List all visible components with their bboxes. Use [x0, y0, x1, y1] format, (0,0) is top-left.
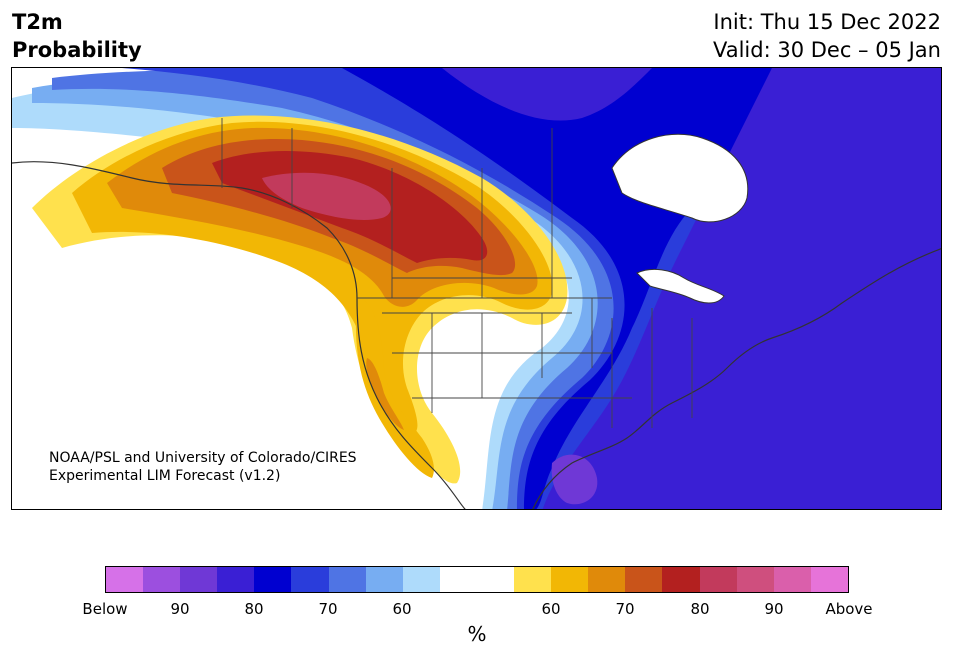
- warm-zone-85: [262, 172, 391, 220]
- colorbar-below-segment-6: [328, 567, 366, 592]
- colorbar-above-segment-2: [588, 567, 626, 592]
- colorbar-below-segment-7: [365, 567, 403, 592]
- tick-above-70: 70: [615, 600, 635, 618]
- tick-above-90: 90: [764, 600, 784, 618]
- variable-label: T2m: [12, 10, 63, 34]
- credit-line-1: NOAA/PSL and University of Colorado/CIRE…: [49, 450, 357, 466]
- init-date: Init: Thu 15 Dec 2022: [713, 10, 941, 34]
- colorbar-below-segment-4: [254, 567, 292, 592]
- tick-below-70: 70: [318, 600, 338, 618]
- cold-zone-90: [542, 68, 941, 509]
- colorbar-below-segment-2: [180, 567, 218, 592]
- cold-zone-90-north: [442, 68, 652, 121]
- tick-below-80: 80: [244, 600, 264, 618]
- colorbar-unit: %: [467, 622, 487, 646]
- tick-above-60: 60: [541, 600, 561, 618]
- colorbar-neutral-segment: [439, 567, 515, 592]
- credit-line-2: Experimental LIM Forecast (v1.2): [49, 468, 281, 484]
- colorbar-below-segment-5: [291, 567, 329, 592]
- colorbar-below-segment-1: [143, 567, 181, 592]
- political-borders: [221, 118, 693, 428]
- tick-above: Above: [825, 600, 873, 618]
- colorbar-above-segment-4: [662, 567, 700, 592]
- valid-date: Valid: 30 Dec – 05 Jan: [712, 38, 941, 62]
- great-lakes: [636, 268, 725, 304]
- coastline: [12, 161, 941, 509]
- colorbar-above-segment-3: [625, 567, 663, 592]
- colorbar-below-segment-0: [106, 567, 144, 592]
- hudson-bay: [611, 133, 749, 223]
- west-coast-warm: [355, 298, 434, 478]
- texas-cold-core: [551, 454, 598, 505]
- tick-below-90: 90: [170, 600, 190, 618]
- colorbar-below-segment-3: [217, 567, 255, 592]
- colorbar-above-segment-6: [736, 567, 774, 592]
- map-svg: [12, 68, 941, 509]
- colorbar-above-segment-5: [699, 567, 737, 592]
- colorbar-below-segment-8: [402, 567, 440, 592]
- map-title: T2m Probability: [12, 8, 142, 64]
- tick-above-80: 80: [690, 600, 710, 618]
- west-coast-warm-inner: [366, 358, 404, 430]
- probability-colorbar: [105, 566, 849, 593]
- tick-below: Below: [82, 600, 128, 618]
- tick-below-60: 60: [392, 600, 412, 618]
- colorbar-above-segment-0: [514, 567, 552, 592]
- forecast-map: [11, 67, 942, 510]
- colorbar-above-segment-1: [551, 567, 589, 592]
- forecast-dates: Init: Thu 15 Dec 2022 Valid: 30 Dec – 05…: [713, 8, 941, 64]
- map-credit: NOAA/PSL and University of Colorado/CIRE…: [49, 449, 357, 485]
- product-label: Probability: [12, 38, 142, 62]
- colorbar-above-segment-8: [810, 567, 848, 592]
- colorbar-above-segment-7: [773, 567, 811, 592]
